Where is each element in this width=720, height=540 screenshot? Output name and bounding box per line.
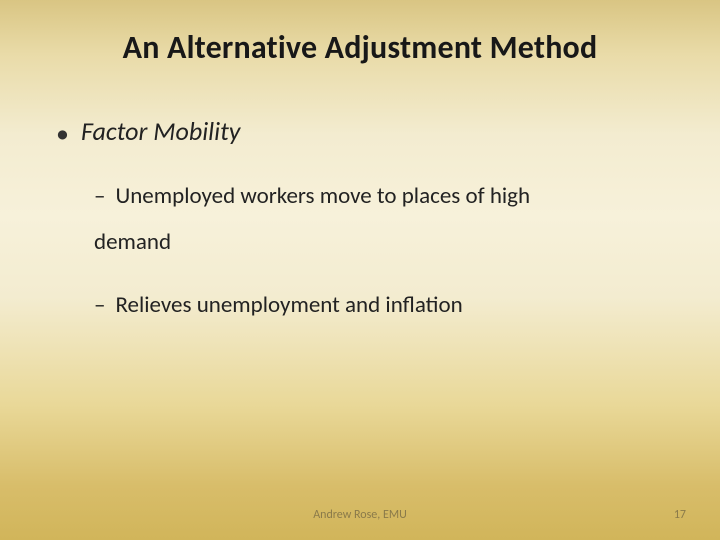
page-number: 17 <box>674 508 686 522</box>
slide-title: An Alternative Adjustment Method <box>52 28 668 67</box>
dash-icon: – <box>94 175 105 219</box>
slide: An Alternative Adjustment Method • Facto… <box>0 0 720 540</box>
footer-text: Andrew Rose, EMU <box>313 508 407 522</box>
slide-content: • Factor Mobility – Unemployed workers m… <box>52 115 668 327</box>
bullet-level1: • Factor Mobility <box>56 115 668 147</box>
bullet-level1-text: Factor Mobility <box>81 115 240 147</box>
bullet-level2: – Unemployed workers move to places of h… <box>94 175 668 219</box>
dash-icon: – <box>94 284 105 328</box>
bullet-level2-text: Unemployed workers move to places of hig… <box>115 175 530 219</box>
slide-footer: Andrew Rose, EMU <box>0 508 720 522</box>
bullet-level2: – Relieves unemployment and inflation <box>94 284 668 328</box>
bullet-level2-text: Relieves unemployment and inflation <box>115 284 462 328</box>
bullet-level2-cont: demand <box>94 223 668 262</box>
bullet-icon: • <box>56 120 69 146</box>
